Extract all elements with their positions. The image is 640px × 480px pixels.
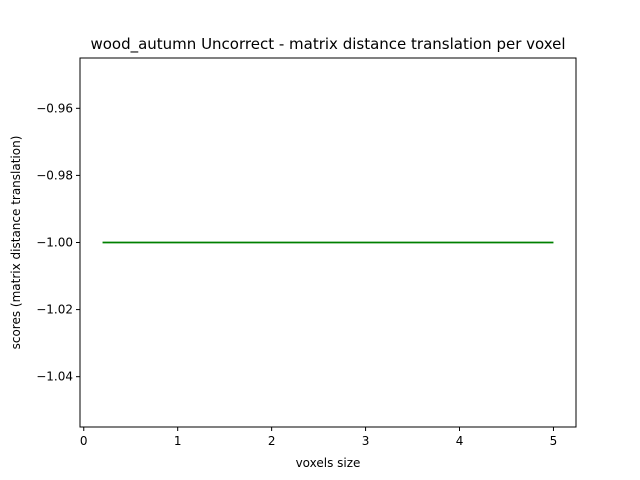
x-tick-label: 3: [362, 434, 370, 448]
y-tick-label: −1.04: [36, 370, 73, 384]
x-tick-label: 0: [80, 434, 88, 448]
chart-title: wood_autumn Uncorrect - matrix distance …: [90, 35, 565, 54]
y-tick-label: −0.96: [36, 101, 73, 115]
ticks-layer: 0 1 2 3 4 5 −0.96 −0.98 −1.00 −1.02 −1.04: [36, 101, 557, 448]
x-tick-label: 4: [456, 434, 464, 448]
y-tick-label: −0.98: [36, 168, 73, 182]
x-tick-label: 5: [550, 434, 558, 448]
x-tick-label: 1: [174, 434, 182, 448]
y-tick-label: −1.00: [36, 236, 73, 250]
y-tick-label: −1.02: [36, 303, 73, 317]
plot-area-frame: [79, 57, 577, 428]
y-axis-label: scores (matrix distance translation): [9, 136, 23, 350]
x-tick-label: 2: [268, 434, 276, 448]
x-axis-label: voxels size: [296, 456, 361, 470]
